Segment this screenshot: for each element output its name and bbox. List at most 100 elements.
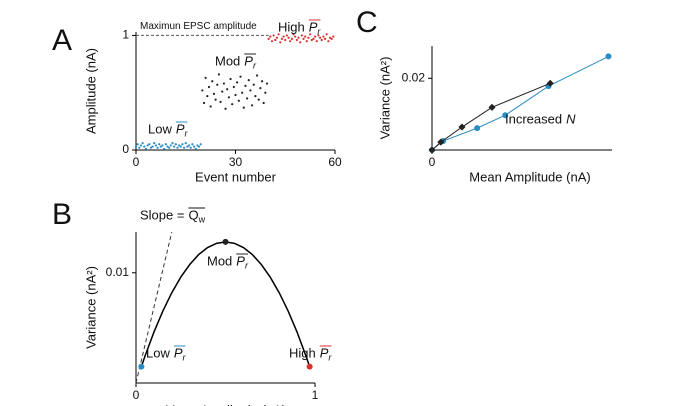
data-point: [204, 76, 207, 79]
data-point: [226, 88, 229, 91]
label-subscript: r: [245, 260, 249, 270]
data-point: [309, 33, 312, 36]
data-point: [207, 85, 211, 89]
label-symbol: Q: [188, 207, 198, 222]
data-point: [139, 144, 143, 147]
marker: [458, 123, 466, 131]
data-point: [270, 40, 274, 43]
label-subscript: r: [253, 60, 257, 70]
data-point: [194, 147, 197, 150]
data-point: [156, 146, 159, 149]
data-point: [221, 90, 224, 93]
data-point: [216, 83, 219, 86]
data-point: [320, 38, 323, 42]
label-text: Mod: [215, 53, 240, 68]
data-point: [237, 99, 240, 102]
data-point: [330, 37, 333, 40]
data-point: [217, 73, 221, 76]
label-text: Increased: [505, 111, 562, 126]
data-point: [179, 145, 182, 148]
marker: [546, 79, 554, 87]
data-point: [187, 144, 191, 147]
label-subscript: r: [183, 352, 187, 362]
data-point: [219, 100, 222, 103]
series-line: [431, 55, 609, 151]
data-point: [146, 144, 149, 147]
data-point: [272, 34, 275, 37]
label-subscript: w: [198, 214, 206, 224]
data-point: [227, 96, 230, 99]
data-point: [212, 92, 216, 95]
data-point: [182, 146, 186, 149]
data-point: [186, 145, 189, 148]
data-point: [277, 33, 280, 36]
label-subscript: r: [185, 128, 189, 138]
data-point: [209, 105, 212, 108]
data-point: [202, 101, 206, 105]
data-point: [166, 145, 169, 148]
data-point: [275, 36, 279, 39]
point: [306, 363, 313, 370]
marker: [605, 53, 612, 60]
data-point: [149, 146, 153, 149]
data-point: [231, 103, 234, 106]
data-point: [299, 41, 302, 44]
data-point: [314, 35, 317, 38]
data-point: [264, 91, 267, 94]
data-point: [196, 144, 199, 147]
data-point: [289, 40, 292, 43]
data-point: [191, 143, 194, 146]
x-axis-label: Mean Amplitude (nA): [165, 402, 286, 406]
data-point: [310, 38, 313, 42]
data-point: [197, 145, 201, 148]
data-point: [181, 143, 184, 146]
data-point: [312, 37, 315, 40]
data-point: [164, 143, 167, 146]
data-point: [332, 35, 335, 38]
data-point: [178, 144, 181, 147]
marker: [488, 103, 496, 111]
data-point: [232, 85, 235, 89]
data-point: [171, 142, 174, 145]
data-point: [174, 143, 177, 146]
data-point: [328, 36, 332, 39]
data-point: [224, 107, 227, 110]
label-symbol: P: [320, 345, 329, 360]
x-axis-label: Mean Amplitude (nA): [469, 169, 590, 184]
data-point: [280, 37, 284, 40]
data-point: [300, 34, 303, 37]
marker: [474, 125, 481, 132]
data-point: [318, 36, 322, 39]
data-point: [282, 35, 285, 38]
label-text: High: [278, 19, 305, 34]
data-point: [279, 41, 282, 44]
data-point: [241, 91, 244, 94]
x-axis-label: Event number: [195, 169, 277, 184]
x-tick-label: 0: [133, 155, 140, 169]
data-point: [141, 142, 144, 145]
data-point: [297, 36, 300, 39]
data-point: [260, 80, 264, 83]
data-point: [134, 145, 138, 148]
y-axis-label: Amplitude (nA): [83, 48, 98, 134]
x-tick-label: 1: [312, 388, 319, 402]
data-point: [144, 147, 148, 150]
label-text: Low: [148, 121, 172, 136]
point: [138, 363, 145, 370]
data-point: [143, 145, 146, 148]
data-point: [148, 143, 151, 146]
y-tick-label: 0: [122, 142, 129, 156]
data-point: [158, 143, 161, 146]
data-point: [242, 106, 245, 109]
data-point: [255, 74, 259, 77]
label-text: Low: [146, 345, 170, 360]
data-point: [285, 34, 289, 37]
data-point: [229, 77, 232, 81]
data-point: [168, 146, 171, 149]
data-point: [176, 146, 179, 149]
label-subscript: r: [317, 26, 321, 36]
data-point: [252, 83, 255, 86]
data-point: [305, 40, 308, 43]
data-point: [295, 38, 298, 42]
y-tick-label: 0.01: [106, 265, 130, 279]
